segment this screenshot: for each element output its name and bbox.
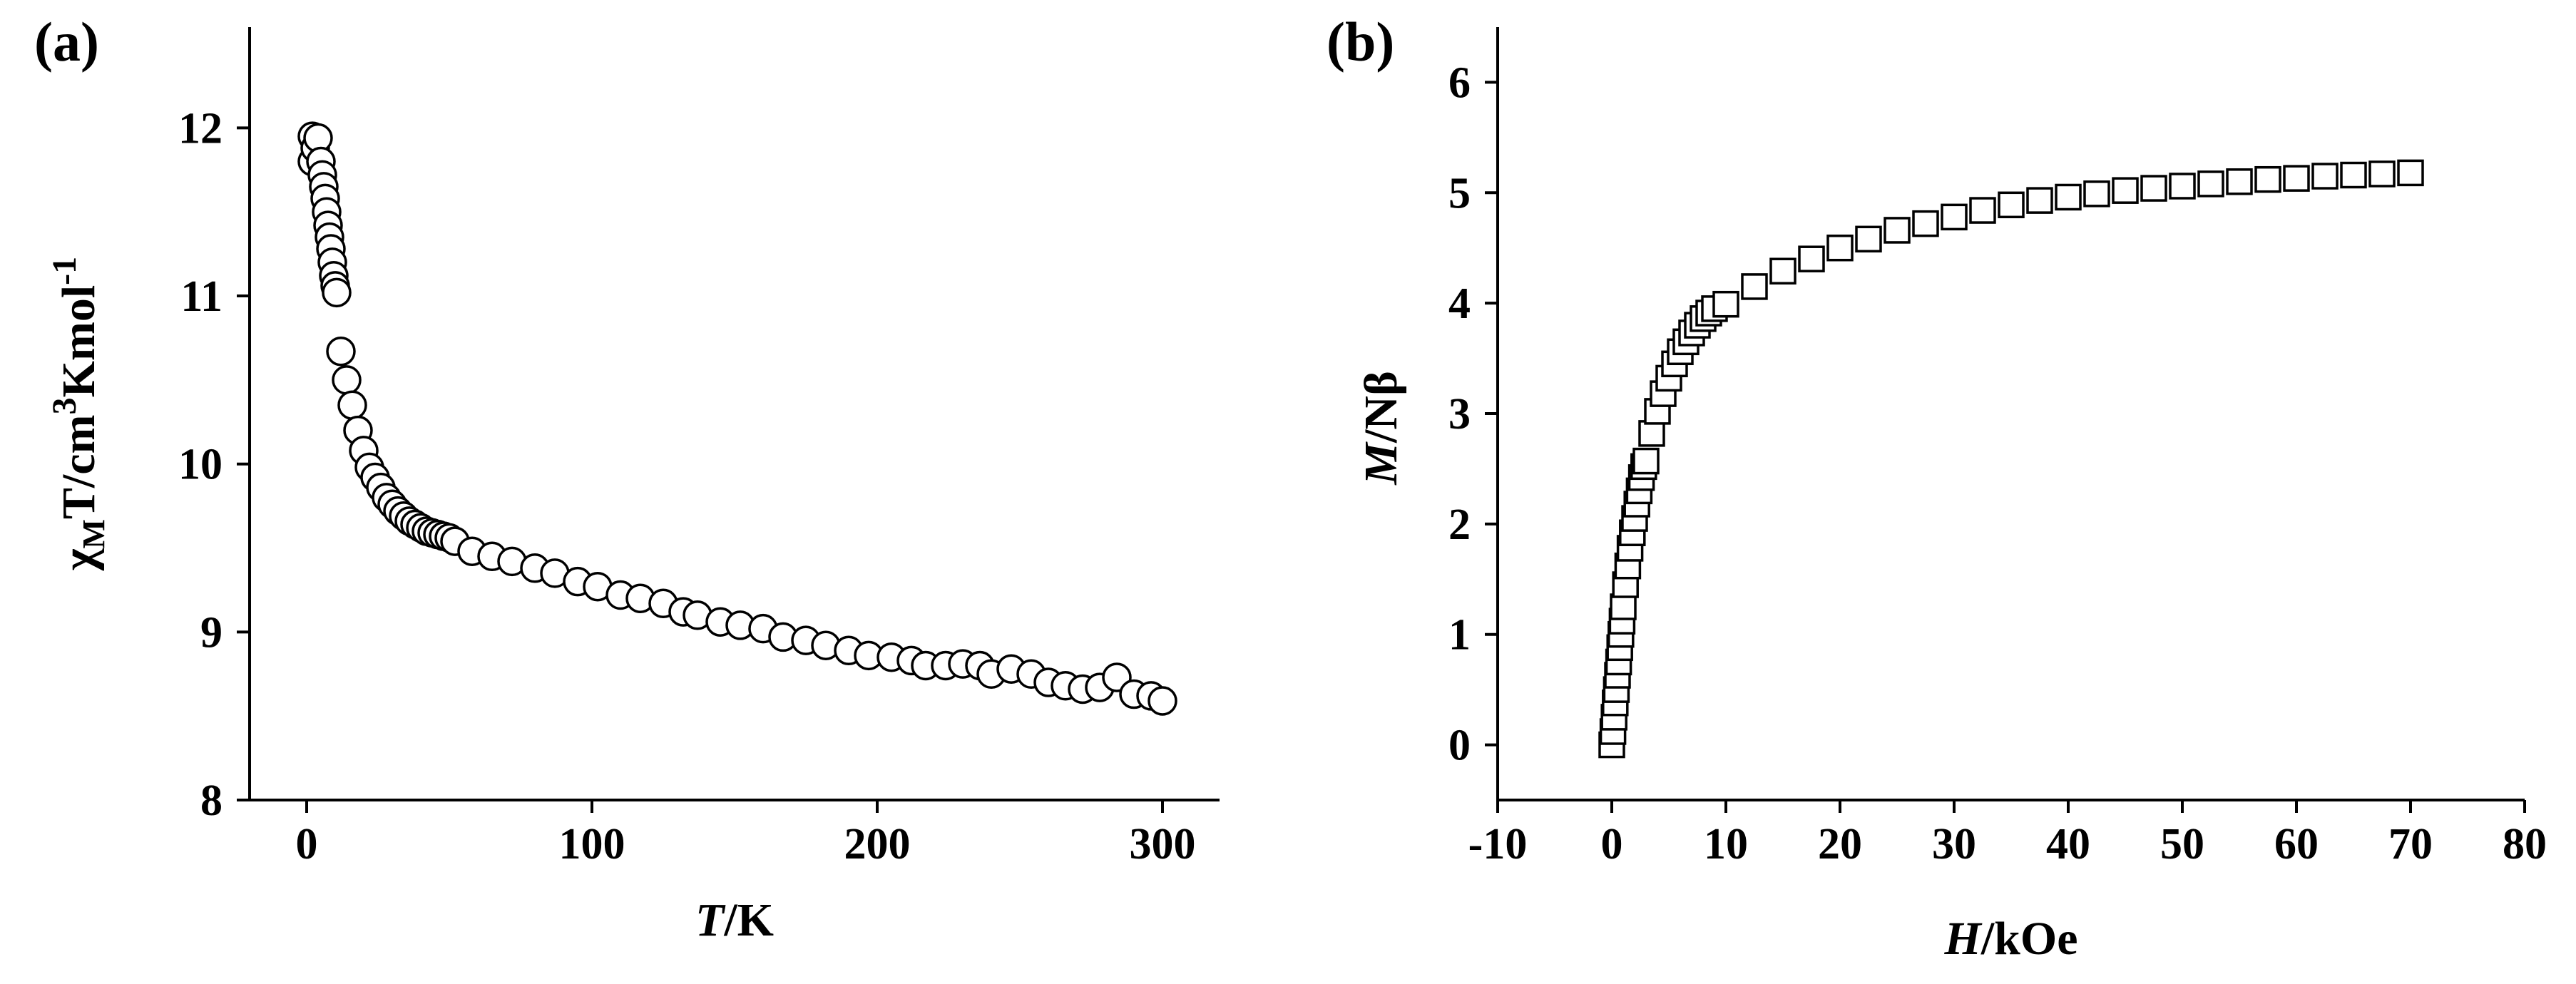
panel-b-data-point [2397,159,2424,187]
panel-b-data-point [2254,165,2281,193]
panel-a-x-tick-label: 300 [1130,820,1196,868]
panel-a-ylabel-mid2: Kmol [53,285,105,398]
panel-b-data-point [1712,290,1739,318]
panel-a-y-tick-label: 11 [180,272,223,321]
panel-b-xlabel-variable: H [1943,913,1983,965]
panel-b-y-tick-label: 6 [1448,58,1471,107]
panel-b-ylabel-unit: /Nβ [1355,371,1407,444]
panel-a-ylabel-sup2: -1 [46,257,83,285]
panel-b-x-tick-label: 40 [2046,820,2090,868]
panel-b-x-tick-label: -10 [1468,820,1528,868]
panel-b-y-tick-label: 1 [1448,611,1471,660]
panel-b: (b) -10 0 10 20 30 40 50 60 70 80 0 1 2 3 4 5 6 H/kOe M… [1327,11,2547,965]
panel-b-y-tick-label: 4 [1448,280,1471,328]
panel-b-data-point [2283,165,2310,192]
panel-b-data-point [2226,168,2253,195]
panel-b-data-point [1610,593,1637,620]
panel-a-ylabel-mid: T/cm [53,414,105,519]
panel-a-data-series [297,121,1177,716]
panel-b-data-point [2368,160,2396,188]
panel-b-data-point [1798,245,1825,272]
panel-a-x-tick-label: 0 [296,820,318,868]
panel-a-data-point [326,337,356,367]
panel-a-xlabel-unit: /K [723,894,774,946]
panel-a-x-ticks: 0 100 200 300 [296,800,1196,868]
panel-a-data-point [1148,686,1177,716]
panel-a-data-point [322,277,352,308]
panel-b-data-series [1598,159,2424,759]
panel-b-x-tick-label: 0 [1601,820,1623,868]
panel-b-data-point [1632,447,1660,475]
panel-b-x-tick-label: 20 [1818,820,1862,868]
panel-a-y-tick-label: 9 [200,608,223,657]
panel-b-x-ticks: -10 0 10 20 30 40 50 60 70 80 [1468,800,2547,868]
panel-b-x-axis-title: H/kOe [1943,913,2077,965]
panel-a-ylabel-sub: M [76,519,111,549]
panel-b-data-point [2083,180,2110,207]
panel-a-y-axis-title: χMT/cm3Kmol-1 [46,257,111,571]
panel-a-label: (a) [34,11,99,73]
panel-b-data-point [2140,175,2167,202]
panel-b-data-point [1769,257,1796,285]
panel-a-xlabel-variable: T [695,894,726,946]
panel-b-ylabel-variable: M [1355,441,1407,486]
panel-b-data-point [1638,420,1665,447]
panel-b-y-tick-label: 3 [1448,390,1471,439]
panel-b-label: (b) [1327,11,1394,73]
panel-b-y-tick-label: 5 [1448,169,1471,217]
panel-a-data-point [337,390,367,420]
panel-b-data-point [1855,225,1882,253]
panel-a-x-tick-label: 100 [559,820,625,868]
panel-b-xlabel-unit: /kOe [1980,913,2078,965]
panel-b-data-point [2311,163,2339,190]
panel-b-data-point [2340,161,2367,189]
panel-b-data-point [2112,177,2139,204]
panel-b-data-point [2169,173,2196,200]
panel-a: (a) 0 100 200 300 8 9 10 11 12 T/K χMT/cm3Kmol-… [34,11,1220,946]
panel-a-y-ticks: 8 9 10 11 12 [178,104,250,825]
panel-b-y-ticks: 0 1 2 3 4 5 6 [1448,58,1498,770]
panel-a-y-tick-label: 8 [200,777,223,825]
panel-b-data-point [1969,197,1996,224]
panel-a-ylabel-sup1: 3 [46,397,83,414]
panel-b-data-point [1826,234,1854,262]
panel-b-x-tick-label: 60 [2274,820,2319,868]
panel-b-y-axis-title: M/Nβ [1355,371,1407,485]
panel-b-data-point [2026,187,2053,214]
panel-a-y-tick-label: 12 [178,104,223,153]
panel-b-data-point [2197,170,2224,198]
panel-b-x-tick-label: 70 [2388,820,2433,868]
panel-b-data-point [1912,210,1939,237]
panel-b-data-point [1884,217,1911,244]
panel-a-x-tick-label: 200 [844,820,911,868]
panel-b-data-point [1741,273,1768,300]
panel-b-y-tick-label: 0 [1448,722,1471,770]
panel-a-data-point [332,365,362,395]
panel-b-y-tick-label: 2 [1448,501,1471,549]
panel-b-data-point [1941,203,1968,231]
panel-b-data-point [2055,183,2082,211]
panel-a-y-tick-label: 10 [178,441,223,489]
panel-b-x-tick-label: 30 [1932,820,1976,868]
panel-b-x-tick-label: 10 [1704,820,1748,868]
panel-b-data-point [1998,191,2025,219]
panel-a-x-axis-title: T/K [695,894,774,946]
panel-b-x-tick-label: 80 [2503,820,2547,868]
panel-b-x-tick-label: 50 [2160,820,2204,868]
panel-a-ylabel-chi: χ [53,548,105,571]
